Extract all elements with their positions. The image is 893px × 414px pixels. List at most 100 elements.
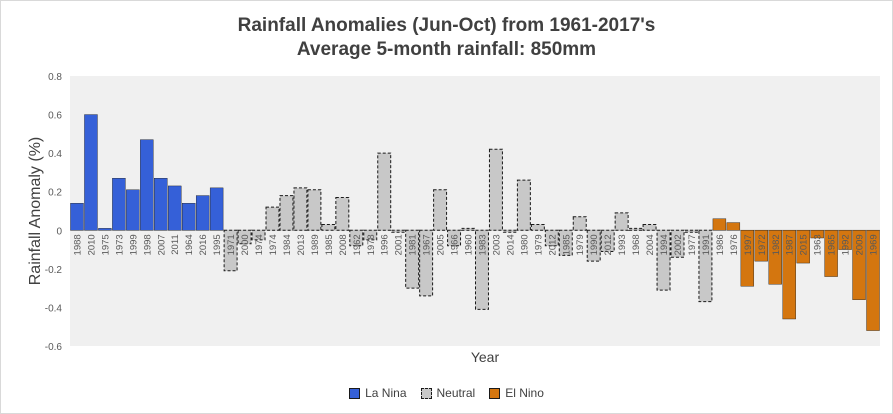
x-tick-label: 1989 <box>310 234 321 255</box>
chart-legend: La Nina Neutral El Nino <box>0 386 893 400</box>
bar-neutral <box>530 224 545 231</box>
legend-swatch <box>420 387 432 399</box>
x-tick-label: 1988 <box>72 234 83 255</box>
bar-la_nina <box>182 203 196 231</box>
bar-neutral <box>558 229 573 256</box>
x-tick-label: 1985 <box>561 234 572 255</box>
legend-swatch <box>489 387 501 399</box>
x-tick-label: 1972 <box>757 234 768 255</box>
x-tick-label: 1965 <box>827 234 838 255</box>
x-tick-label: 1978 <box>366 234 377 255</box>
bar-neutral <box>321 224 336 231</box>
x-tick-label: 2007 <box>156 234 167 255</box>
y-tick-label: -0.6 <box>45 342 63 353</box>
x-tick-label: 1984 <box>282 234 293 255</box>
bar-neutral <box>335 197 350 231</box>
bar-el_nino <box>740 230 755 287</box>
bar-el_nino <box>852 230 866 300</box>
y-tick-label: 0.4 <box>48 149 62 160</box>
bar-la_nina <box>126 189 140 231</box>
bar-neutral <box>251 229 266 241</box>
legend-swatch <box>349 387 361 399</box>
x-tick-label: 1990 <box>589 234 600 255</box>
bar-la_nina <box>209 187 224 231</box>
bar-la_nina <box>112 178 126 231</box>
bar-neutral <box>600 229 615 253</box>
x-tick-label: 2010 <box>86 234 97 255</box>
x-tick-label: 1995 <box>212 234 223 255</box>
bar-neutral <box>447 229 462 247</box>
x-tick-label: 1999 <box>128 234 139 255</box>
legend-item-el_nino: El Nino <box>489 386 544 400</box>
x-tick-label: 1964 <box>184 234 195 255</box>
bar-el_nino <box>810 230 824 239</box>
x-tick-label: 2012 <box>603 234 614 255</box>
bar-neutral <box>349 229 364 247</box>
x-tick-label: 2009 <box>855 234 866 255</box>
x-tick-label: 1986 <box>715 234 726 255</box>
x-tick-label: 2008 <box>338 234 349 255</box>
x-tick-label: 1981 <box>408 234 419 255</box>
x-tick-label: 2002 <box>673 234 684 255</box>
x-tick-label: 2011 <box>170 234 181 254</box>
x-tick-label: 1963 <box>813 234 824 255</box>
x-tick-label: 2001 <box>394 234 405 255</box>
x-tick-label: 1993 <box>617 234 628 255</box>
bar-neutral <box>642 224 657 231</box>
x-tick-label: 1974 <box>268 234 279 255</box>
x-tick-label: 1966 <box>450 234 461 255</box>
bar-neutral <box>419 229 434 297</box>
y-tick-label: 0.6 <box>48 111 62 122</box>
bar-el_nino <box>754 230 768 262</box>
bar-neutral <box>265 206 280 231</box>
x-tick-label: 2014 <box>505 234 516 255</box>
y-tick-label: -0.4 <box>45 303 63 314</box>
x-tick-label: 1975 <box>100 234 111 255</box>
x-tick-label: 1969 <box>869 234 880 255</box>
y-axis-title: Rainfall Anomaly (%) <box>27 137 44 286</box>
x-tick-label: 2005 <box>436 234 447 255</box>
x-tick-label: 1974 <box>254 234 265 255</box>
bar-la_nina <box>140 139 154 231</box>
x-tick-label: 1994 <box>659 234 670 255</box>
bar-la_nina <box>98 228 112 231</box>
x-tick-label: 1985 <box>324 234 335 255</box>
x-tick-label: 1973 <box>114 234 125 255</box>
bar-neutral <box>377 152 392 231</box>
x-tick-label: 2016 <box>198 234 209 255</box>
bar-la_nina <box>154 178 168 231</box>
chart-title: Rainfall Anomalies (Jun-Oct) from 1961-2… <box>0 14 893 62</box>
bar-neutral <box>461 227 476 231</box>
x-tick-label: 1967 <box>422 234 433 255</box>
x-axis-title: Year <box>471 349 500 365</box>
bar-neutral <box>237 229 252 245</box>
x-tick-label: 2000 <box>240 234 251 255</box>
y-tick-label: 0.8 <box>48 72 62 83</box>
legend-label: El Nino <box>505 386 544 400</box>
bar-la_nina <box>168 185 182 231</box>
y-tick-label: 0.2 <box>48 188 62 199</box>
x-tick-label: 2013 <box>296 234 307 255</box>
x-tick-label: 1992 <box>841 234 852 255</box>
x-tick-label: 1996 <box>380 234 391 255</box>
bar-el_nino <box>824 230 838 277</box>
x-tick-label: 1979 <box>575 234 586 255</box>
legend-item-neutral: Neutral <box>420 386 475 400</box>
bar-neutral <box>614 212 629 231</box>
bar-neutral <box>684 229 699 233</box>
x-tick-label: 1998 <box>142 234 153 255</box>
bar-neutral <box>293 187 308 231</box>
y-tick-label: 0 <box>56 226 62 237</box>
x-tick-label: 1962 <box>352 234 363 255</box>
bar-neutral <box>475 229 489 310</box>
x-tick-label: 1960 <box>464 234 475 255</box>
bar-neutral <box>391 229 406 233</box>
bar-el_nino <box>796 230 810 264</box>
x-tick-label: 1987 <box>785 234 796 255</box>
x-tick-label: 1991 <box>701 234 712 255</box>
x-tick-label: 2015 <box>799 234 810 255</box>
legend-item-la_nina: La Nina <box>349 386 407 400</box>
x-tick-label: 1980 <box>519 234 530 255</box>
bar-la_nina <box>70 203 84 231</box>
